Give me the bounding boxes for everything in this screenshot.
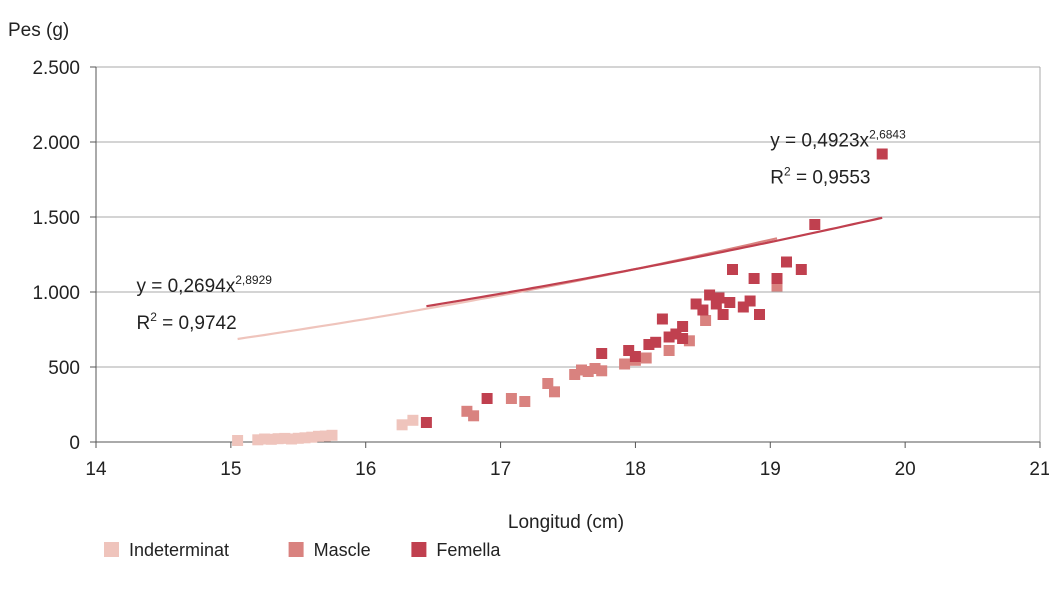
point-femella xyxy=(876,148,888,160)
point-mascle xyxy=(505,393,517,404)
legend-swatch-mascle xyxy=(288,542,304,557)
point-mascle xyxy=(549,386,560,398)
point-femella xyxy=(771,273,783,284)
point-femella xyxy=(727,264,738,275)
x-tick-label: 16 xyxy=(355,459,376,480)
x-tick-label: 20 xyxy=(895,459,916,480)
point-mascle xyxy=(619,358,631,370)
x-tick-label: 14 xyxy=(85,459,107,480)
point-mascle xyxy=(596,365,608,377)
point-femella xyxy=(481,393,493,404)
trendline-2 xyxy=(426,216,883,308)
point-femella xyxy=(643,339,655,350)
point-mascle xyxy=(569,369,581,380)
point-femella xyxy=(656,313,668,325)
point-indeterminat xyxy=(407,414,419,426)
point-femella xyxy=(677,333,689,344)
labels-layer: y = 0,2694x2,8929 R2 = 0,9742 y = 0,4923x2… xyxy=(136,128,906,335)
point-indeterminat xyxy=(259,433,271,445)
point-femella xyxy=(670,328,682,340)
y-tick-label: 0 xyxy=(69,433,80,454)
y-tick-label: 1.500 xyxy=(32,208,80,229)
x-tick-label: 18 xyxy=(625,459,646,480)
point-mascle xyxy=(576,364,587,376)
point-femella xyxy=(754,309,765,320)
point-femella xyxy=(690,298,702,310)
point-indeterminat xyxy=(319,430,331,442)
point-mascle xyxy=(700,315,712,326)
point-indeterminat xyxy=(313,430,324,442)
point-indeterminat xyxy=(396,419,408,431)
trendline-r-squared: R2 = 0,9742 xyxy=(136,310,236,334)
point-femella xyxy=(795,264,807,275)
legend: Indeterminat Mascle Femella xyxy=(104,540,501,560)
point-femella xyxy=(650,336,662,348)
point-mascle xyxy=(582,366,594,377)
legend-swatch-indeterminat xyxy=(104,542,119,557)
legend-label-femella: Femella xyxy=(436,540,501,560)
point-indeterminat xyxy=(252,434,264,446)
point-femella xyxy=(737,301,749,313)
point-femella xyxy=(697,304,709,316)
legend-label-mascle: Mascle xyxy=(314,540,371,560)
trendline-equation: y = 0,4923x2,6843 xyxy=(770,128,906,152)
legend-label-indeterminat: Indeterminat xyxy=(129,540,229,560)
point-mascle xyxy=(640,352,652,364)
point-indeterminat xyxy=(292,432,304,444)
point-femella xyxy=(663,331,675,343)
x-tick-label: 21 xyxy=(1029,459,1049,480)
y-axis-title: Pes (g) xyxy=(8,20,69,41)
legend-swatch-femella xyxy=(411,542,427,557)
x-tick-label: 15 xyxy=(220,459,241,480)
point-indeterminat xyxy=(299,432,311,444)
point-mascle xyxy=(663,345,675,356)
point-mascle xyxy=(542,378,554,389)
point-femella xyxy=(710,298,722,310)
point-mascle xyxy=(589,363,601,374)
trendline-equation: y = 0,2694x2,8929 xyxy=(136,273,272,297)
point-mascle xyxy=(461,405,473,417)
point-femella xyxy=(744,295,756,307)
point-femella xyxy=(623,345,635,356)
point-femella xyxy=(596,348,608,359)
trendline-r-squared: R2 = 0,9553 xyxy=(770,165,870,189)
point-indeterminat xyxy=(326,429,338,441)
point-femella xyxy=(717,309,729,320)
y-tick-label: 500 xyxy=(48,358,80,379)
point-femella xyxy=(748,273,760,284)
point-mascle xyxy=(683,335,695,347)
point-femella xyxy=(724,297,736,308)
point-femella xyxy=(809,219,821,230)
point-mascle xyxy=(519,396,531,407)
point-indeterminat xyxy=(232,435,244,446)
point-mascle xyxy=(771,280,783,292)
point-indeterminat xyxy=(265,433,277,445)
point-femella xyxy=(713,292,725,304)
y-tick-label: 1.000 xyxy=(32,283,80,304)
x-tick-label: 19 xyxy=(760,459,781,480)
points-layer xyxy=(232,148,888,446)
point-femella xyxy=(704,289,716,301)
point-femella xyxy=(420,417,432,428)
point-indeterminat xyxy=(306,431,318,443)
point-femella xyxy=(781,256,792,268)
grid-layer xyxy=(96,66,1041,442)
point-femella xyxy=(677,321,689,332)
trendline-layer xyxy=(237,216,883,341)
point-mascle xyxy=(468,410,480,422)
trendline-1 xyxy=(237,237,778,341)
y-tick-label: 2.000 xyxy=(32,133,80,154)
x-tick-label: 17 xyxy=(490,459,511,480)
y-tick-label: 2.500 xyxy=(32,58,80,79)
point-femella xyxy=(629,351,641,362)
point-indeterminat xyxy=(272,433,284,445)
point-indeterminat xyxy=(279,432,291,444)
axis-layer: 0 500 1.000 1.500 2.000 2.500 14 15 16 17 18 19 20 21 xyxy=(32,58,1049,480)
x-axis-title: Longitud (cm) xyxy=(508,512,624,533)
point-indeterminat xyxy=(286,433,297,445)
